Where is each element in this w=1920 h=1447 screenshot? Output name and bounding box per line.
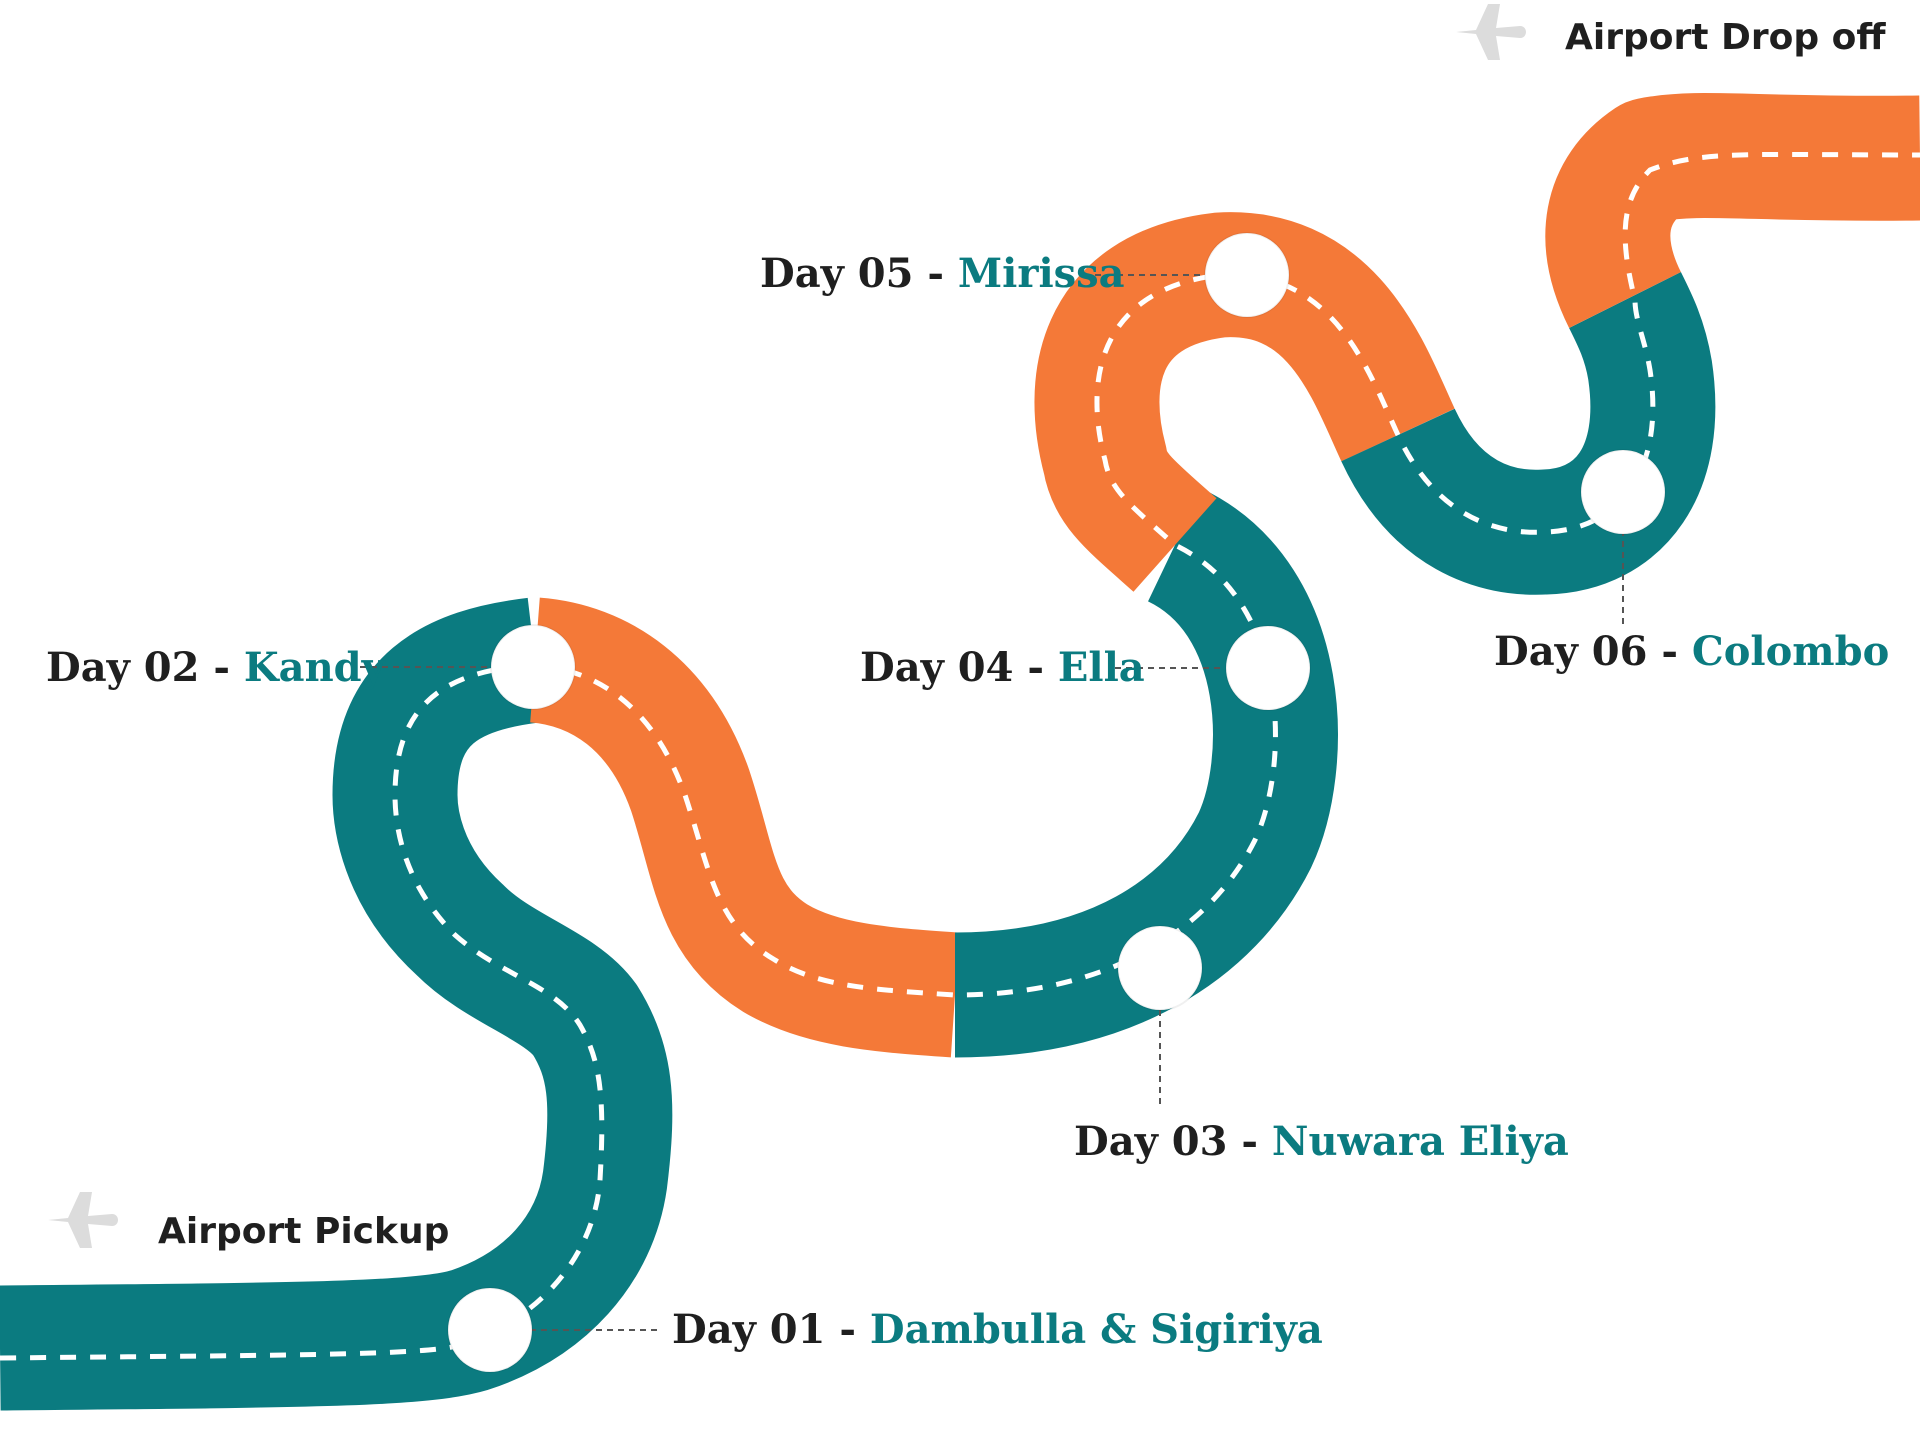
stop-place: Dambulla & Sigiriya bbox=[869, 1306, 1323, 1353]
road-segment-6 bbox=[1545, 92, 1920, 328]
stop-label-day-03: Day 03 - Nuwara Eliya bbox=[1074, 1118, 1569, 1166]
stop-day: Day 01 bbox=[672, 1306, 826, 1353]
stop-marker-day-03[interactable] bbox=[1117, 925, 1203, 1011]
stop-marker-day-01[interactable] bbox=[447, 1287, 533, 1373]
airport-dropoff-label: Airport Drop off bbox=[1565, 17, 1886, 58]
stop-label-day-06: Day 06 - Colombo bbox=[1494, 628, 1889, 676]
stop-label-day-01: Day 01 - Dambulla & Sigiriya bbox=[672, 1306, 1323, 1354]
stop-day: Day 06 bbox=[1494, 628, 1648, 675]
airplane-icon-dropoff bbox=[1456, 4, 1526, 60]
road-segment-3 bbox=[954, 488, 1338, 1058]
stop-day: Day 04 bbox=[860, 644, 1014, 691]
stop-label-day-02: Day 02 - Kandy bbox=[46, 644, 385, 692]
stop-label-day-05: Day 05 - Mirissa bbox=[760, 250, 1125, 298]
road-segment-1 bbox=[0, 597, 673, 1411]
stop-marker-day-02[interactable] bbox=[490, 624, 576, 710]
stop-marker-day-06[interactable] bbox=[1580, 449, 1666, 535]
stop-separator: - bbox=[199, 644, 244, 691]
stop-place: Ella bbox=[1057, 644, 1145, 691]
stop-day: Day 03 bbox=[1074, 1118, 1228, 1165]
road-segment-2 bbox=[528, 597, 960, 1058]
stop-marker-day-04[interactable] bbox=[1225, 625, 1311, 711]
airplane-icon-pickup bbox=[48, 1192, 118, 1248]
stop-place: Nuwara Eliya bbox=[1271, 1118, 1569, 1165]
stop-label-day-04: Day 04 - Ella bbox=[860, 644, 1145, 692]
stop-place: Colombo bbox=[1691, 628, 1890, 675]
stop-place: Mirissa bbox=[957, 250, 1125, 297]
stop-separator: - bbox=[1647, 628, 1692, 675]
stop-separator: - bbox=[1227, 1118, 1272, 1165]
stop-separator: - bbox=[825, 1306, 870, 1353]
stop-day: Day 02 bbox=[46, 644, 200, 691]
stop-separator: - bbox=[1013, 644, 1058, 691]
stop-separator: - bbox=[913, 250, 958, 297]
stop-marker-day-05[interactable] bbox=[1204, 232, 1290, 318]
airport-pickup-label: Airport Pickup bbox=[158, 1211, 450, 1252]
stop-day: Day 05 bbox=[760, 250, 914, 297]
stop-place: Kandy bbox=[243, 644, 385, 691]
